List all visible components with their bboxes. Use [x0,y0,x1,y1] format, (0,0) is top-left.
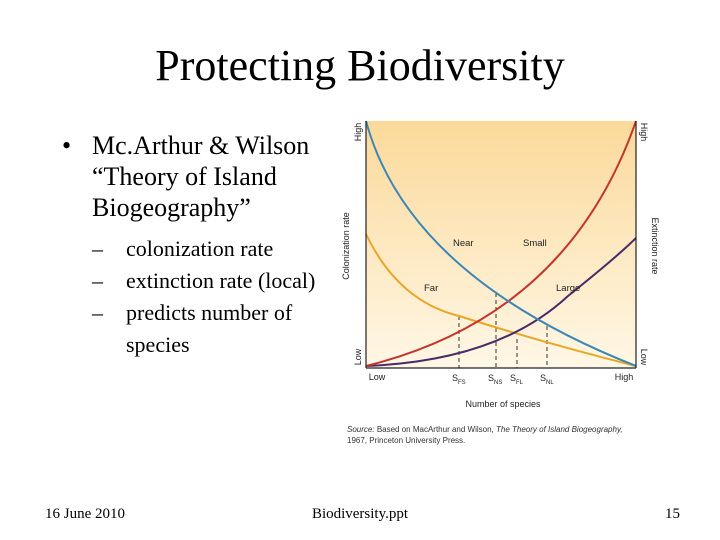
large-extinction-curve [365,237,637,367]
far-colonization-curve [365,233,637,367]
sub-bullet-text: predicts number of species [126,300,293,357]
dash-icon: – [92,236,103,261]
sub-bullet-text: colonization rate [126,236,274,261]
extinction-rate-label: Extinction rate [650,217,660,274]
tick-sfs: SFS [452,373,466,386]
source-text-pre: Based on MacArthur and Wilson, [376,425,496,434]
sub-bullet-item: – extinction rate (local) [92,265,352,297]
source-text-post: 1967, Princeton University Press. [347,436,466,445]
curve-label-near: Near [453,238,474,249]
small-extinction-curve [365,120,637,367]
dash-icon: – [92,268,103,293]
tick-sfl-sub: FL [516,380,524,386]
island-biogeography-figure: Near Far Small Large High Low Colonizati… [338,116,668,461]
number-of-species-label: Number of species [465,399,541,409]
tick-sfl-main: S [510,373,516,383]
footer-filename: Biodiversity.ppt [311,506,409,522]
tick-snl-sub: NL [546,380,554,386]
bullet-list: • Mc.Arthur & Wilson “Theory of Island B… [62,130,352,361]
source-book-title: The Theory of Island Biogeography, [495,425,623,434]
sub-bullet-list: – colonization rate – extinction rate (l… [62,233,352,361]
bullet-dot-icon: • [62,131,72,160]
tick-snl: SNL [540,373,554,386]
sub-bullet-item: – predicts number of species [92,297,352,361]
source-label: Source: [347,425,375,434]
bullet-text-main: Mc.Arthur & Wilson “Theory of Island Bio… [92,131,310,222]
tick-sns-sub: NS [494,380,502,386]
tick-sns-main: S [488,373,494,383]
sub-bullet-text: extinction rate (local) [126,268,316,293]
bullet-item-main: • Mc.Arthur & Wilson “Theory of Island B… [62,130,352,223]
tick-sfs-sub: FS [458,380,466,386]
near-colonization-curve [365,120,637,367]
dash-icon: – [92,300,103,325]
curve-label-large: Large [556,283,580,294]
left-low-label: Low [353,348,363,365]
tick-sns: SNS [488,373,502,386]
footer-page-number: 15 [665,506,680,522]
colonization-rate-label: Colonization rate [341,212,351,280]
curve-label-far: Far [424,283,438,294]
tick-sfl: SFL [510,373,524,386]
footer-date: 16 June 2010 [45,506,125,522]
curve-label-small: Small [523,238,547,249]
tick-snl-main: S [540,373,546,383]
x-low-label: Low [369,372,386,382]
x-high-label: High [615,372,634,382]
figure-source-note: Source: Based on MacArthur and Wilson, T… [347,424,647,446]
tick-sfs-main: S [452,373,458,383]
plot-panel [366,121,636,368]
figure-svg: Near Far Small Large High Low Colonizati… [341,120,660,409]
sub-bullet-item: – colonization rate [92,233,352,265]
right-low-label: Low [639,349,649,366]
left-high-label: High [353,123,363,142]
right-high-label: High [639,123,649,142]
slide-title: Protecting Biodiversity [155,41,565,90]
